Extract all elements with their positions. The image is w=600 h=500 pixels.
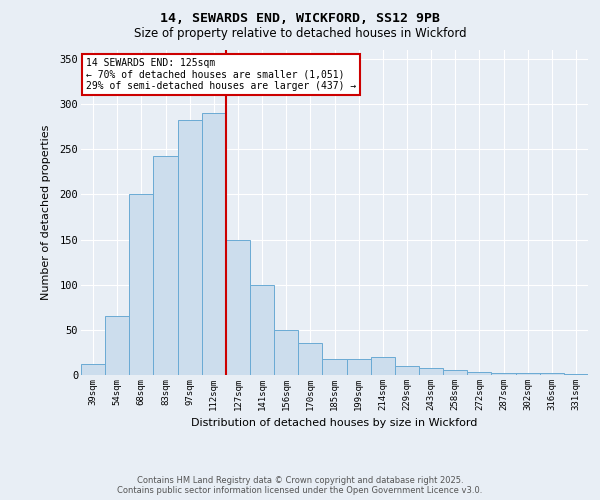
Bar [105,316,129,375]
Text: Contains HM Land Registry data © Crown copyright and database right 2025.
Contai: Contains HM Land Registry data © Crown c… [118,476,482,495]
Text: 14, SEWARDS END, WICKFORD, SS12 9PB: 14, SEWARDS END, WICKFORD, SS12 9PB [160,12,440,26]
Bar [515,373,540,375]
Text: 14 SEWARDS END: 125sqm
← 70% of detached houses are smaller (1,051)
29% of semi-: 14 SEWARDS END: 125sqm ← 70% of detached… [86,58,356,92]
Bar [298,344,322,375]
Bar [347,359,371,375]
Y-axis label: Number of detached properties: Number of detached properties [41,125,51,300]
Bar [202,113,226,375]
Bar [226,240,250,375]
Text: Size of property relative to detached houses in Wickford: Size of property relative to detached ho… [134,28,466,40]
Bar [322,359,347,375]
Bar [419,368,443,375]
Bar [443,370,467,375]
Bar [250,284,274,375]
Bar [274,330,298,375]
Bar [467,372,491,375]
Bar [154,156,178,375]
Bar [395,366,419,375]
Bar [540,373,564,375]
Bar [371,357,395,375]
Bar [178,120,202,375]
Bar [81,364,105,375]
Bar [564,374,588,375]
X-axis label: Distribution of detached houses by size in Wickford: Distribution of detached houses by size … [191,418,478,428]
Bar [491,373,515,375]
Bar [129,194,154,375]
